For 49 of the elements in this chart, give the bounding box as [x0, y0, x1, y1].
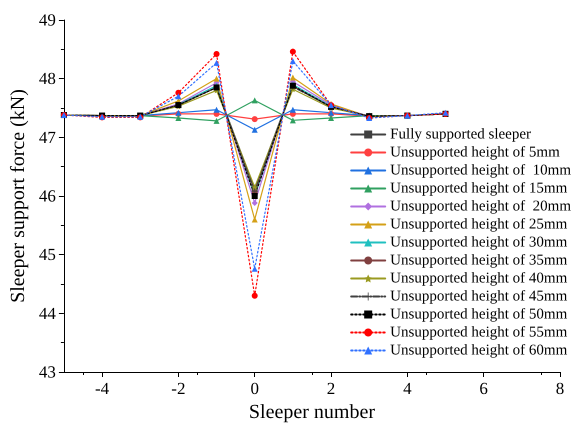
legend-label: Unsupported height of 50mm: [390, 306, 568, 322]
point: [252, 292, 258, 299]
legend-label: Unsupported height of 25mm: [390, 216, 568, 232]
point: [252, 126, 258, 133]
x-tick-label: 0: [250, 379, 259, 398]
legend-label: Unsupported height of 5mm: [390, 144, 560, 160]
legend-label: Unsupported height of 45mm: [390, 288, 568, 304]
y-tick-label: 45: [38, 245, 56, 264]
legend-label: Unsupported height of 60mm: [390, 342, 568, 358]
x-tick-label: 2: [326, 379, 336, 398]
point: [214, 106, 220, 113]
y-tick-label: 44: [38, 304, 56, 323]
point: [214, 51, 220, 58]
y-tick-label: 49: [38, 10, 56, 30]
y-axis-title: Sleeper support force (kN): [7, 89, 29, 303]
x-tick-label: 4: [403, 379, 412, 398]
point: [252, 200, 258, 206]
point: [175, 93, 182, 100]
point: [214, 118, 220, 124]
legend-label: Unsupported height of 55mm: [390, 324, 568, 340]
x-axis-title: Sleeper number: [248, 401, 376, 423]
legend-label: Unsupported height of 10mm: [390, 162, 572, 178]
legend-label: Unsupported height of 35mm: [390, 252, 568, 268]
point: [252, 216, 258, 222]
legend-label: Unsupported height of 20mm: [390, 198, 572, 214]
y-tick-label: 43: [38, 362, 56, 382]
y-tick-label: 48: [38, 69, 56, 88]
y-tick-label: 47: [38, 128, 56, 147]
point: [252, 116, 258, 122]
point: [252, 266, 258, 272]
point: [290, 106, 296, 113]
legend-label: Unsupported height of 40mm: [390, 270, 568, 286]
legend-label: Unsupported height of 15mm: [390, 180, 568, 196]
point: [290, 117, 296, 124]
x-tick-label: -2: [171, 379, 186, 398]
legend-label: Unsupported height of 30mm: [390, 234, 568, 250]
x-tick-label: -4: [94, 379, 110, 398]
point: [290, 48, 296, 55]
point: [214, 60, 220, 66]
point: [290, 74, 296, 80]
x-tick-label: 8: [556, 379, 564, 398]
point: [214, 76, 220, 82]
point: [252, 97, 258, 104]
y-tick-label: 46: [38, 186, 56, 206]
legend-label: Fully supported sleeper: [390, 126, 531, 142]
point: [175, 114, 182, 121]
point: [328, 114, 334, 121]
point: [290, 58, 296, 64]
x-tick-label: 6: [479, 379, 488, 398]
